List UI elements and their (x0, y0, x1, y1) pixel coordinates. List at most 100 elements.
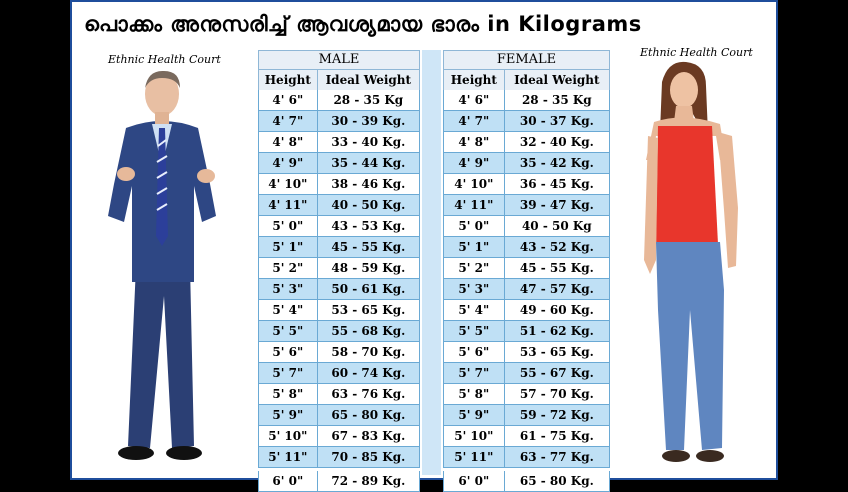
height-cell: 6' 0" (444, 471, 505, 491)
table-row: 5' 4" 53 - 65 Kg. (258, 300, 420, 321)
female-header: FEMALE (443, 50, 610, 70)
table-row: 5' 7" 60 - 74 Kg. (258, 363, 420, 384)
height-cell: 5' 8" (259, 384, 318, 404)
table-row: 5' 1" 45 - 55 Kg. (258, 237, 420, 258)
height-cell: 5' 2" (444, 258, 505, 278)
weight-cell: 59 - 72 Kg. (519, 408, 594, 422)
weight-cell: 45 - 55 Kg. (331, 240, 406, 254)
weight-cell: 40 - 50 Kg. (331, 198, 406, 212)
weight-cell: 49 - 60 Kg. (519, 303, 594, 317)
credit-right: Ethnic Health Court (640, 46, 753, 59)
height-cell: 5' 0" (259, 216, 318, 236)
table-row: 5' 11" 63 - 77 Kg. (443, 447, 610, 468)
table-row: 5' 10" 67 - 83 Kg. (258, 426, 420, 447)
weight-cell: 40 - 50 Kg (521, 219, 592, 233)
weight-cell: 39 - 47 Kg. (519, 198, 594, 212)
table-row: 4' 6" 28 - 35 Kg (443, 90, 610, 111)
height-cell: 5' 2" (259, 258, 318, 278)
weight-cell: 35 - 42 Kg. (519, 156, 594, 170)
height-cell: 4' 7" (259, 111, 318, 131)
man-icon (108, 70, 216, 460)
height-cell: 4' 8" (259, 132, 318, 152)
weight-cell: 63 - 76 Kg. (331, 387, 406, 401)
height-cell: 5' 0" (444, 216, 505, 236)
weight-cell: 30 - 37 Kg. (519, 114, 594, 128)
weight-cell: 53 - 65 Kg. (519, 345, 594, 359)
page-title: പൊക്കം അനുസരിച്ച് ആവശ്യമായ ഭാരം in Kilog… (84, 12, 642, 36)
female-column-headers: Height Ideal Weight (443, 70, 610, 90)
table-row: 5' 0" 43 - 53 Kg. (258, 216, 420, 237)
weight-cell: 65 - 80 Kg. (331, 408, 406, 422)
height-cell: 5' 6" (444, 342, 505, 362)
height-cell: 5' 7" (259, 363, 318, 383)
weight-cell: 33 - 40 Kg. (331, 135, 406, 149)
weight-cell: 28 - 35 Kg (521, 93, 592, 107)
height-cell: 5' 11" (259, 447, 318, 467)
height-cell: 4' 6" (444, 90, 505, 110)
weight-cell: 35 - 44 Kg. (331, 156, 406, 170)
height-cell: 4' 10" (444, 174, 505, 194)
height-cell: 4' 8" (444, 132, 505, 152)
table-row: 5' 0" 40 - 50 Kg (443, 216, 610, 237)
table-row: 4' 10" 38 - 46 Kg. (258, 174, 420, 195)
male-rows: 4' 6" 28 - 35 Kg 4' 7" 30 - 39 Kg. 4' 8" 33 -… (258, 90, 420, 492)
weight-cell: 65 - 80 Kg. (519, 474, 594, 488)
table-row: 4' 10" 36 - 45 Kg. (443, 174, 610, 195)
height-cell: 5' 5" (444, 321, 505, 341)
table-row: 5' 2" 48 - 59 Kg. (258, 258, 420, 279)
table-row: 6' 0" 72 - 89 Kg. (258, 471, 420, 492)
height-cell: 5' 11" (444, 447, 505, 467)
female-col-height: Height (444, 70, 505, 90)
weight-cell: 60 - 74 Kg. (331, 366, 406, 380)
weight-cell: 48 - 59 Kg. (331, 261, 406, 275)
height-cell: 5' 8" (444, 384, 505, 404)
female-rows: 4' 6" 28 - 35 Kg 4' 7" 30 - 37 Kg. 4' 8" 32 -… (443, 90, 610, 492)
table-row: 5' 8" 57 - 70 Kg. (443, 384, 610, 405)
male-column-headers: Height Ideal Weight (258, 70, 420, 90)
table-row: 5' 11" 70 - 85 Kg. (258, 447, 420, 468)
table-row: 5' 7" 55 - 67 Kg. (443, 363, 610, 384)
table-row: 5' 9" 65 - 80 Kg. (258, 405, 420, 426)
weight-cell: 32 - 40 Kg. (519, 135, 594, 149)
table-row: 5' 3" 47 - 57 Kg. (443, 279, 610, 300)
height-cell: 5' 7" (444, 363, 505, 383)
table-row: 6' 0" 65 - 80 Kg. (443, 471, 610, 492)
weight-cell: 55 - 67 Kg. (519, 366, 594, 380)
height-cell: 5' 3" (444, 279, 505, 299)
male-col-height: Height (259, 70, 318, 90)
height-cell: 5' 3" (259, 279, 318, 299)
weight-cell: 47 - 57 Kg. (519, 282, 594, 296)
weight-cell: 38 - 46 Kg. (331, 177, 406, 191)
weight-cell: 51 - 62 Kg. (519, 324, 594, 338)
table-row: 4' 11" 40 - 50 Kg. (258, 195, 420, 216)
height-cell: 4' 9" (259, 153, 318, 173)
weight-cell: 55 - 68 Kg. (331, 324, 406, 338)
weight-cell: 70 - 85 Kg. (331, 450, 406, 464)
height-cell: 5' 10" (259, 426, 318, 446)
table-row: 4' 9" 35 - 44 Kg. (258, 153, 420, 174)
table-row: 5' 2" 45 - 55 Kg. (443, 258, 610, 279)
weight-cell: 61 - 75 Kg. (519, 429, 594, 443)
weight-cell: 43 - 52 Kg. (519, 240, 594, 254)
weight-cell: 67 - 83 Kg. (331, 429, 406, 443)
table-row: 5' 1" 43 - 52 Kg. (443, 237, 610, 258)
height-cell: 6' 0" (259, 471, 318, 491)
weight-cell: 57 - 70 Kg. (519, 387, 594, 401)
table-row: 5' 5" 51 - 62 Kg. (443, 321, 610, 342)
table-row: 4' 9" 35 - 42 Kg. (443, 153, 610, 174)
female-table: FEMALE Height Ideal Weight 4' 6" 28 - 35 … (443, 50, 610, 492)
height-cell: 5' 4" (259, 300, 318, 320)
height-cell: 5' 4" (444, 300, 505, 320)
table-row: 5' 5" 55 - 68 Kg. (258, 321, 420, 342)
height-cell: 5' 5" (259, 321, 318, 341)
table-row: 4' 11" 39 - 47 Kg. (443, 195, 610, 216)
weight-cell: 53 - 65 Kg. (331, 303, 406, 317)
height-cell: 4' 11" (444, 195, 505, 215)
height-cell: 4' 7" (444, 111, 505, 131)
weight-cell: 58 - 70 Kg. (331, 345, 406, 359)
table-row: 5' 9" 59 - 72 Kg. (443, 405, 610, 426)
table-row: 5' 3" 50 - 61 Kg. (258, 279, 420, 300)
table-row: 5' 6" 58 - 70 Kg. (258, 342, 420, 363)
male-table: MALE Height Ideal Weight 4' 6" 28 - 35 Kg… (258, 50, 420, 492)
weight-cell: 43 - 53 Kg. (331, 219, 406, 233)
